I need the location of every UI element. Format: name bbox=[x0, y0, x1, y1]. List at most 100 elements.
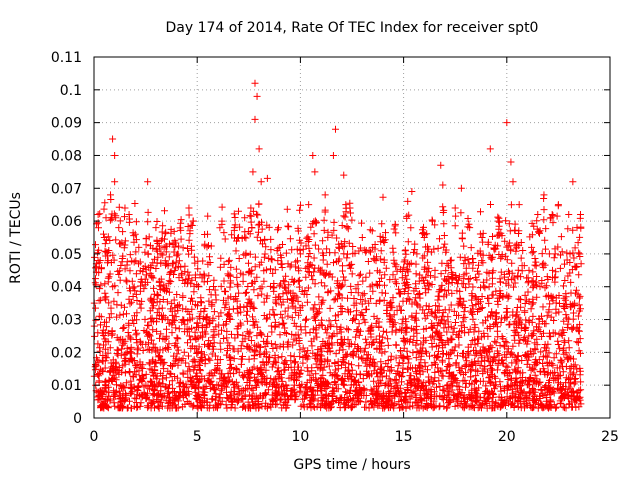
data-point bbox=[428, 217, 436, 225]
data-point bbox=[548, 211, 556, 219]
x-tick-label: 5 bbox=[193, 429, 202, 445]
data-point bbox=[111, 151, 119, 159]
data-point bbox=[305, 201, 313, 209]
data-point bbox=[342, 201, 350, 209]
y-axis-label: ROTI / TECUs bbox=[8, 192, 24, 284]
data-point bbox=[311, 168, 319, 176]
data-point bbox=[309, 151, 317, 159]
data-point bbox=[540, 191, 548, 199]
axis-ticks bbox=[93, 56, 611, 419]
data-point bbox=[94, 211, 102, 219]
data-point bbox=[369, 243, 377, 251]
data-point bbox=[420, 234, 428, 241]
y-tick-label: 0.09 bbox=[51, 116, 82, 132]
y-tick-label: 0.08 bbox=[51, 148, 82, 164]
x-axis-label: GPS time / hours bbox=[293, 457, 410, 473]
data-point bbox=[160, 243, 168, 251]
data-point bbox=[321, 191, 329, 199]
data-point bbox=[251, 79, 259, 87]
data-point bbox=[257, 178, 265, 186]
data-point bbox=[204, 230, 212, 238]
data-point bbox=[503, 119, 511, 127]
data-point bbox=[437, 161, 445, 169]
x-tick-label: 25 bbox=[601, 429, 619, 445]
y-tick-label: 0.01 bbox=[51, 378, 82, 394]
y-tick-label: 0.02 bbox=[51, 345, 82, 361]
x-tick-label: 0 bbox=[90, 429, 99, 445]
data-point bbox=[507, 158, 515, 166]
data-point bbox=[100, 234, 108, 241]
data-point bbox=[451, 204, 459, 212]
data-point bbox=[107, 191, 115, 199]
chart-title: Day 174 of 2014, Rate Of TEC Index for r… bbox=[166, 20, 539, 36]
data-point bbox=[478, 234, 486, 241]
data-point bbox=[96, 256, 104, 264]
data-point bbox=[241, 214, 249, 222]
x-tick-label: 10 bbox=[291, 429, 309, 445]
data-point bbox=[534, 211, 542, 219]
data-point bbox=[329, 151, 337, 159]
data-point bbox=[340, 171, 348, 179]
data-point bbox=[565, 211, 573, 219]
data-point bbox=[486, 145, 494, 153]
data-point bbox=[230, 224, 238, 232]
x-tick-labels: 0 5 10 15 20 25 bbox=[90, 429, 619, 445]
data-point bbox=[577, 260, 585, 268]
data-point bbox=[358, 234, 366, 241]
dense-marker-band bbox=[90, 193, 585, 412]
y-tick-label: 0.1 bbox=[60, 83, 82, 99]
y-tick-label: 0.05 bbox=[51, 247, 82, 263]
data-point bbox=[466, 224, 474, 232]
y-tick-label: 0.07 bbox=[51, 181, 82, 197]
data-point bbox=[247, 204, 255, 212]
data-point bbox=[111, 178, 119, 186]
data-point bbox=[218, 217, 226, 225]
data-point bbox=[189, 217, 197, 225]
data-point bbox=[121, 204, 129, 212]
data-point bbox=[152, 224, 160, 232]
data-point bbox=[379, 234, 387, 241]
x-tick-label: 15 bbox=[395, 429, 413, 445]
data-points bbox=[94, 79, 585, 271]
y-tick-label: 0 bbox=[73, 411, 82, 427]
data-point bbox=[177, 263, 185, 271]
data-point bbox=[554, 201, 562, 209]
y-tick-label: 0.06 bbox=[51, 214, 82, 230]
data-point bbox=[528, 243, 536, 251]
data-point bbox=[234, 234, 242, 241]
plot-frame bbox=[93, 56, 611, 419]
data-point bbox=[404, 197, 412, 205]
data-point bbox=[276, 243, 284, 251]
data-point bbox=[515, 201, 523, 209]
y-tick-labels: 0 0.01 0.02 0.03 0.04 0.05 0.06 0.07 0.08 0.09 0.1… bbox=[51, 50, 82, 427]
data-point bbox=[251, 115, 259, 123]
data-point bbox=[569, 178, 577, 186]
y-tick-label: 0.04 bbox=[51, 280, 82, 296]
y-tick-label: 0.11 bbox=[51, 50, 82, 66]
data-point bbox=[391, 220, 399, 228]
x-tick-label: 20 bbox=[498, 429, 516, 445]
data-point bbox=[331, 125, 339, 133]
data-point bbox=[144, 178, 152, 186]
data-point bbox=[284, 260, 292, 268]
data-point bbox=[185, 204, 193, 212]
data-point bbox=[495, 217, 503, 225]
data-point bbox=[439, 181, 447, 189]
data-point bbox=[253, 92, 261, 100]
dense-markers bbox=[90, 193, 585, 412]
data-point bbox=[346, 204, 354, 212]
data-point bbox=[168, 260, 176, 268]
data-point bbox=[408, 188, 416, 196]
data-point bbox=[457, 184, 465, 192]
data-point bbox=[573, 224, 581, 232]
data-point bbox=[131, 230, 139, 238]
data-point bbox=[109, 135, 117, 143]
data-point bbox=[509, 178, 517, 186]
data-point bbox=[263, 174, 271, 182]
data-point bbox=[115, 224, 123, 232]
data-point bbox=[125, 211, 133, 219]
y-tick-label: 0.03 bbox=[51, 313, 82, 329]
data-point bbox=[296, 250, 304, 258]
data-point bbox=[255, 145, 263, 153]
